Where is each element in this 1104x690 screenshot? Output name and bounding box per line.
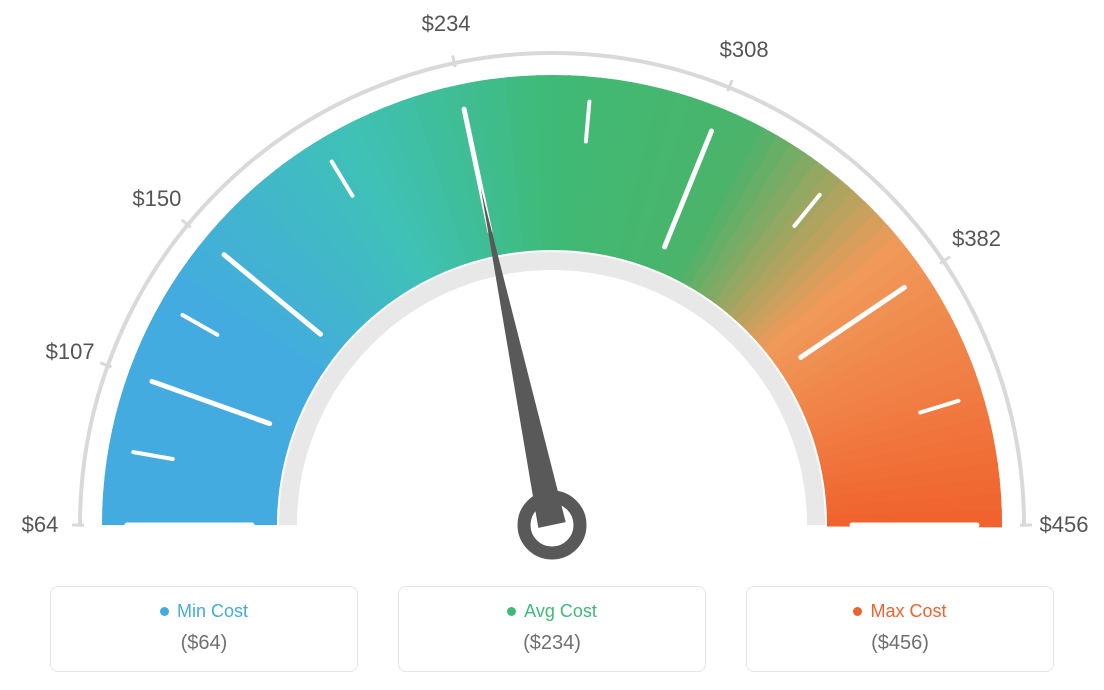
gauge-svg <box>0 0 1104 560</box>
dot-icon <box>853 607 862 616</box>
dot-icon <box>160 607 169 616</box>
legend-card-avg: Avg Cost ($234) <box>398 586 706 672</box>
legend-title-text: Avg Cost <box>524 601 597 622</box>
gauge-tick-label: $456 <box>1040 512 1089 538</box>
dot-icon <box>507 607 516 616</box>
legend-value-avg: ($234) <box>409 632 695 655</box>
legend-title-avg: Avg Cost <box>507 601 597 622</box>
legend-title-max: Max Cost <box>853 601 946 622</box>
gauge-tick-label: $382 <box>952 226 1001 252</box>
legend-title-text: Min Cost <box>177 601 248 622</box>
legend-value-max: ($456) <box>757 632 1043 655</box>
gauge-tick-label: $150 <box>132 186 181 212</box>
legend-value-min: ($64) <box>61 632 347 655</box>
gauge-tick-label: $64 <box>22 512 59 538</box>
legend-title-min: Min Cost <box>160 601 248 622</box>
legend-card-min: Min Cost ($64) <box>50 586 358 672</box>
cost-gauge-infographic: $64 $107 $150 $234 $308 $382 $456 Min Cost ($6… <box>0 0 1104 690</box>
gauge-tick-label: $107 <box>46 339 95 365</box>
gauge-tick-label: $234 <box>422 11 471 37</box>
legend-row: Min Cost ($64) Avg Cost ($234) Max Cost … <box>0 586 1104 672</box>
gauge-tick-label: $308 <box>720 37 769 63</box>
legend-title-text: Max Cost <box>870 601 946 622</box>
gauge-area: $64 $107 $150 $234 $308 $382 $456 <box>0 0 1104 560</box>
legend-card-max: Max Cost ($456) <box>746 586 1054 672</box>
